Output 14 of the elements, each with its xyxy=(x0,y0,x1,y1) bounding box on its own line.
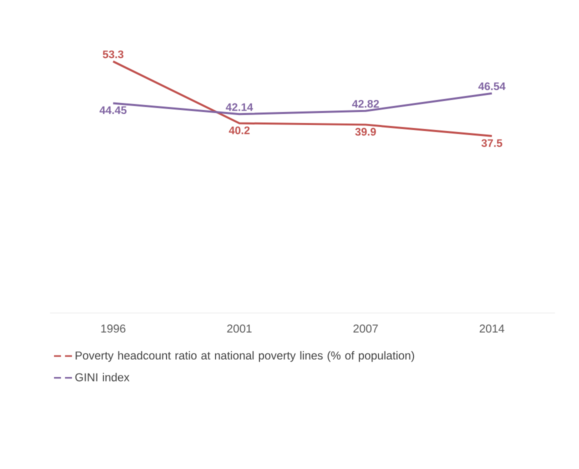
data-label: 37.5 xyxy=(481,139,502,147)
legend-label: GINI index xyxy=(75,372,130,382)
x-tick-label: 1996 xyxy=(101,324,126,333)
data-label: 42.14 xyxy=(226,103,254,111)
data-label: 39.9 xyxy=(355,128,376,136)
data-label: 40.2 xyxy=(228,126,250,134)
x-tick-label: 2014 xyxy=(480,324,504,333)
data-label: 44.45 xyxy=(100,106,127,114)
data-label: 46.54 xyxy=(478,82,506,90)
x-tick-label: 2007 xyxy=(353,324,378,333)
data-label: 42.82 xyxy=(352,100,379,108)
legend-label: Poverty headcount ratio at national poverty lines (% of population) xyxy=(76,351,414,362)
x-tick-label: 2001 xyxy=(227,324,252,333)
data-label: 53.3 xyxy=(102,50,124,58)
